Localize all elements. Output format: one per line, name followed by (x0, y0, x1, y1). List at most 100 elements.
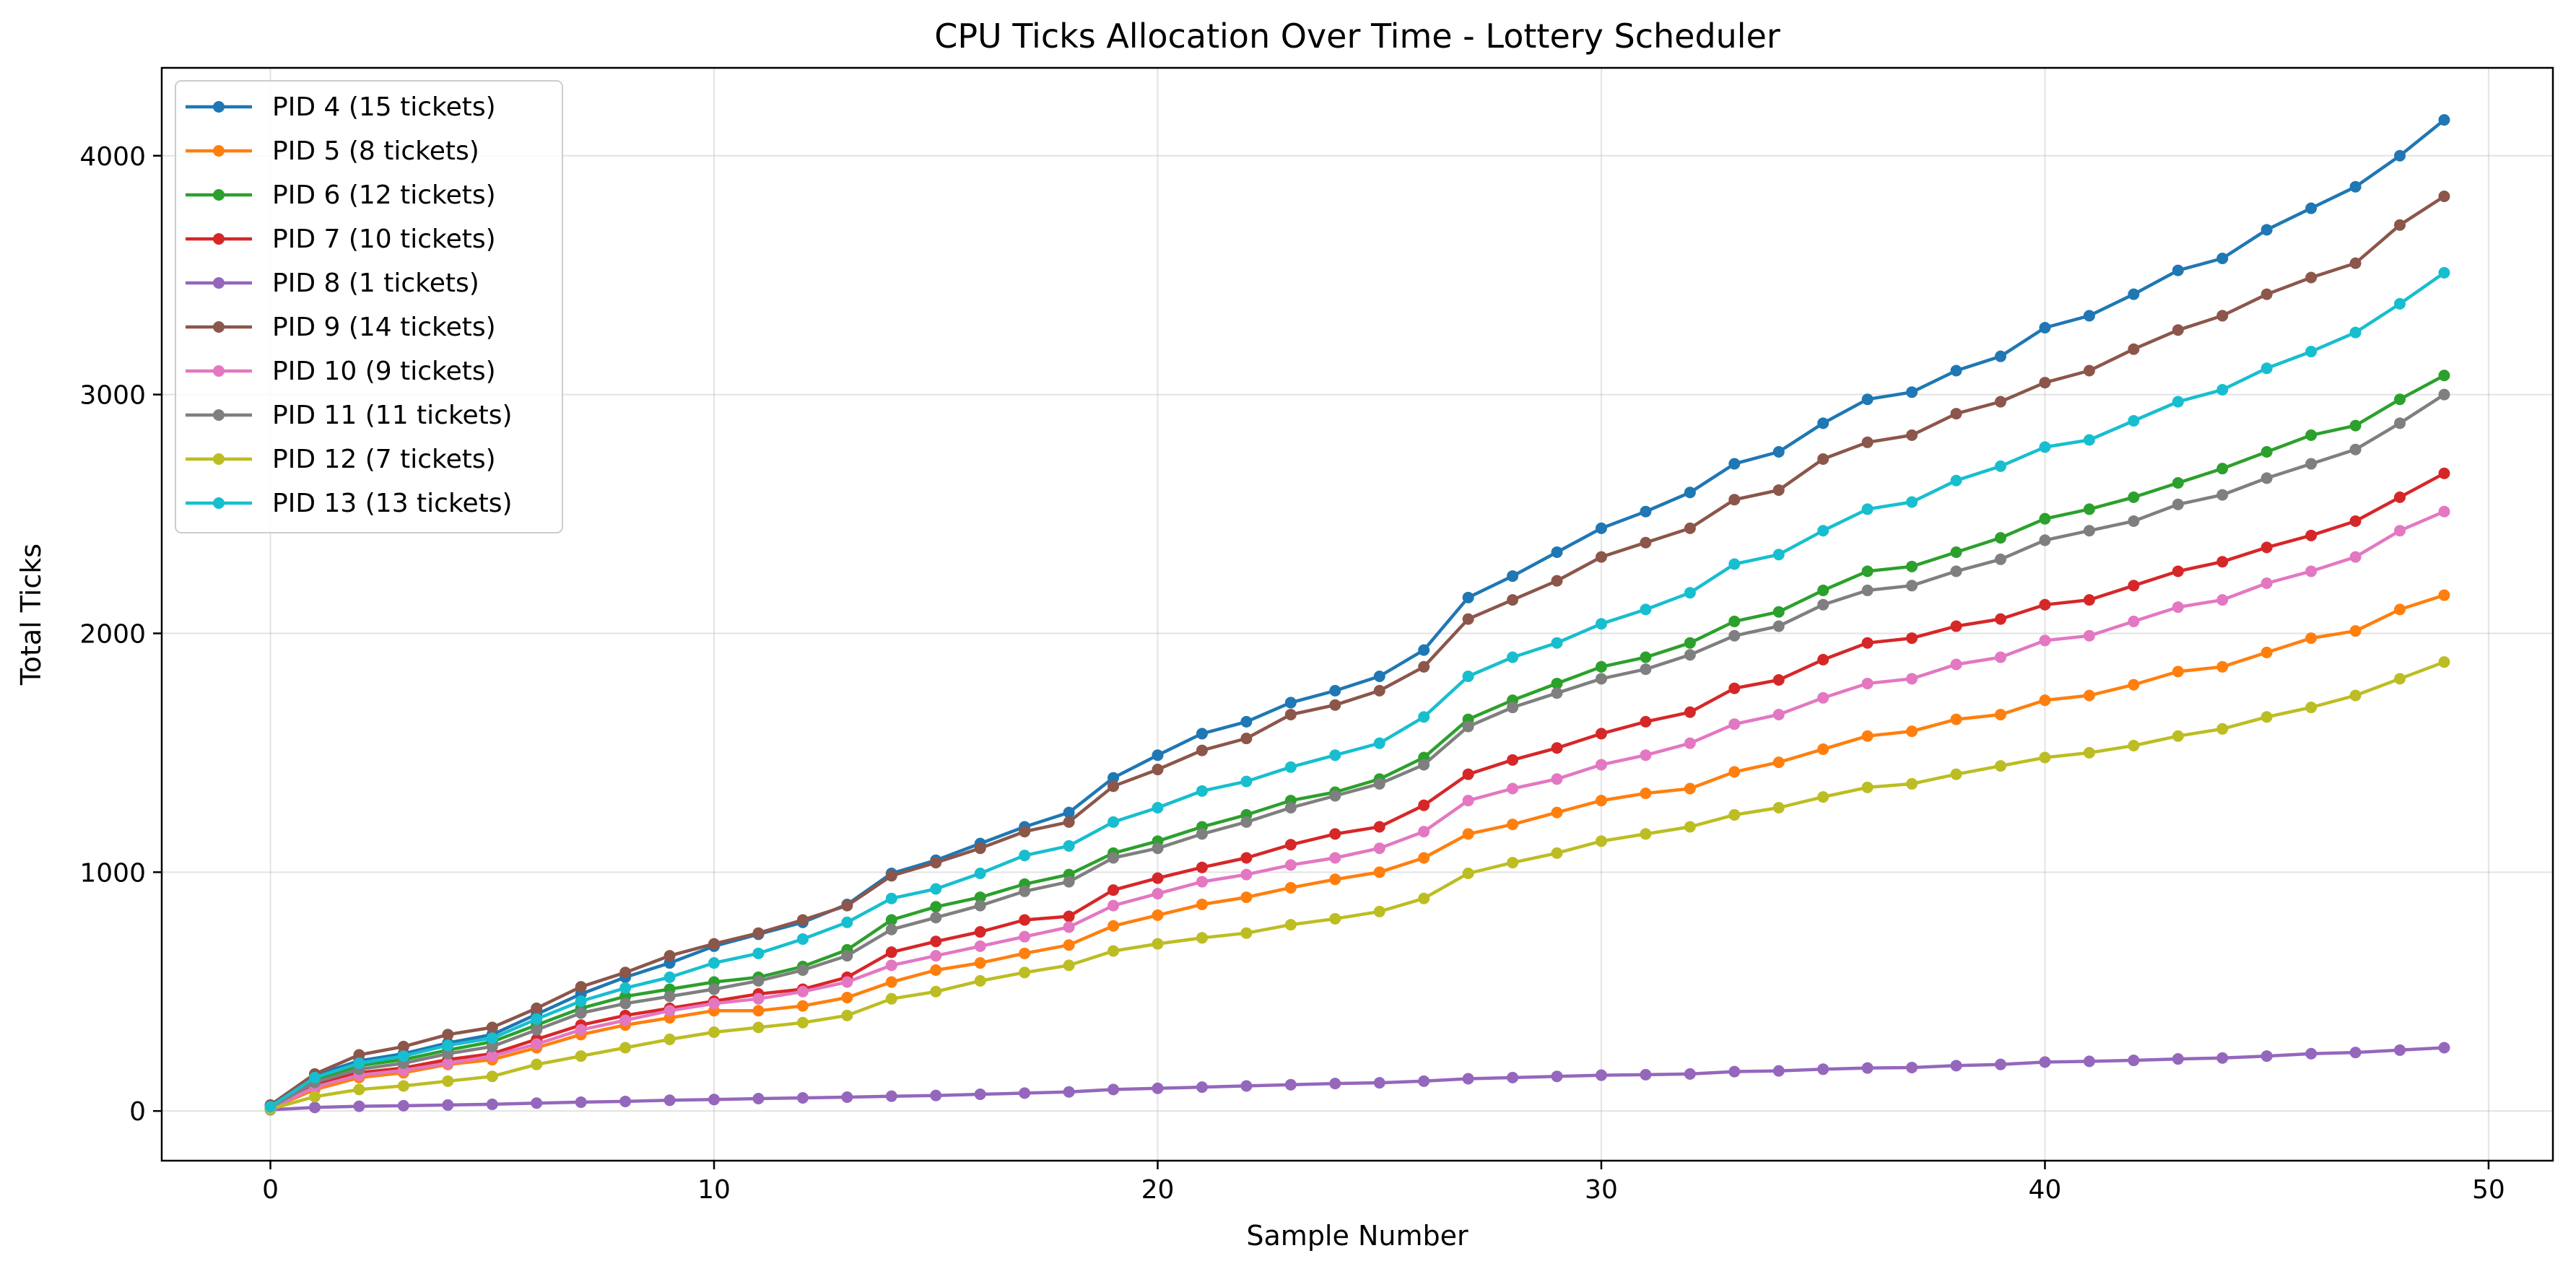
data-point (1196, 728, 1208, 740)
data-point (2349, 1047, 2362, 1059)
data-point (1108, 1083, 1120, 1096)
data-point (2039, 512, 2051, 525)
data-point (1772, 756, 1785, 769)
data-point (708, 998, 721, 1010)
data-point (1019, 930, 1031, 943)
data-point (2128, 580, 2140, 592)
series-5 (264, 191, 2450, 1111)
data-point (885, 892, 897, 904)
data-point (1684, 782, 1696, 795)
data-point (841, 992, 853, 1004)
y-tick-label: 3000 (79, 381, 146, 411)
data-point (2128, 515, 2140, 527)
data-point (2083, 1055, 2095, 1068)
data-point (2128, 415, 2140, 427)
data-point (708, 1094, 721, 1106)
data-point (1551, 773, 1563, 785)
data-point (2128, 1055, 2140, 1067)
data-point (752, 974, 765, 987)
data-point (1284, 859, 1297, 871)
y-tick-label: 4000 (79, 142, 146, 172)
data-point (2438, 505, 2450, 518)
data-point (1240, 1080, 1253, 1092)
data-point (1950, 474, 1962, 487)
series-line (269, 471, 2445, 1110)
data-point (575, 981, 587, 993)
data-point (2172, 666, 2184, 678)
data-point (1728, 458, 1741, 470)
data-point (2172, 730, 2184, 742)
x-tick-label: 50 (2472, 1175, 2505, 1205)
data-point (619, 1095, 632, 1107)
data-point (1373, 737, 1385, 749)
data-point (1329, 852, 1341, 864)
data-point (1817, 791, 1829, 803)
data-point (2128, 615, 2140, 627)
data-point (1284, 839, 1297, 851)
chart-title: CPU Ticks Allocation Over Time - Lottery… (934, 17, 1780, 56)
data-point (2172, 601, 2184, 614)
data-point (1595, 795, 1607, 807)
data-point (1994, 708, 2006, 720)
data-point (1373, 866, 1385, 878)
data-point (1108, 772, 1120, 784)
data-point (2216, 556, 2229, 568)
data-point (1772, 446, 1785, 458)
data-point (1152, 749, 1164, 762)
data-point (1240, 891, 1253, 904)
data-point (2216, 489, 2229, 501)
legend-label: PID 4 (15 tickets) (272, 92, 496, 122)
data-point (1728, 494, 1741, 506)
data-point (2349, 443, 2362, 455)
data-point (486, 1040, 498, 1052)
data-point (442, 1075, 454, 1087)
data-point (1684, 649, 1696, 661)
legend-swatch-marker (213, 277, 225, 289)
data-point (1462, 828, 1474, 840)
data-point (2394, 393, 2406, 406)
data-point (1108, 852, 1120, 864)
legend-swatch-marker (213, 321, 225, 333)
data-point (930, 883, 942, 895)
data-point (1108, 884, 1120, 896)
data-point (2172, 264, 2184, 276)
data-point (1152, 938, 1164, 950)
data-point (1418, 759, 1430, 771)
data-point (974, 957, 986, 969)
data-point (1108, 920, 1120, 932)
data-point (1551, 687, 1563, 699)
data-point (1551, 1070, 1563, 1083)
data-point (1329, 828, 1341, 840)
data-point (2260, 541, 2273, 554)
data-point (1817, 598, 1829, 611)
data-point (1772, 1065, 1785, 1077)
data-point (1684, 522, 1696, 534)
data-point (1817, 1063, 1829, 1076)
data-point (1684, 587, 1696, 599)
data-point (1152, 872, 1164, 884)
series-8 (264, 656, 2450, 1115)
series-6 (264, 505, 2450, 1114)
data-point (575, 1007, 587, 1019)
data-point (974, 1088, 986, 1101)
data-point (2394, 149, 2406, 162)
series-line (269, 118, 2445, 1108)
data-point (1108, 899, 1120, 912)
data-point (2260, 362, 2273, 375)
data-point (1728, 766, 1741, 778)
legend-item: PID 9 (14 tickets) (186, 313, 496, 342)
data-point (1418, 799, 1430, 811)
data-point (1772, 801, 1785, 813)
data-point (974, 891, 986, 904)
data-point (2128, 288, 2140, 300)
data-point (1551, 742, 1563, 754)
legend-label: PID 10 (9 tickets) (272, 357, 496, 386)
data-point (1861, 677, 1874, 689)
x-tick-label: 30 (1585, 1175, 1618, 1205)
data-point (1284, 1078, 1297, 1091)
data-point (308, 1071, 321, 1083)
data-point (2260, 646, 2273, 658)
data-point (1861, 1062, 1874, 1074)
data-point (708, 1026, 721, 1038)
legend-label: PID 13 (13 tickets) (272, 489, 513, 518)
